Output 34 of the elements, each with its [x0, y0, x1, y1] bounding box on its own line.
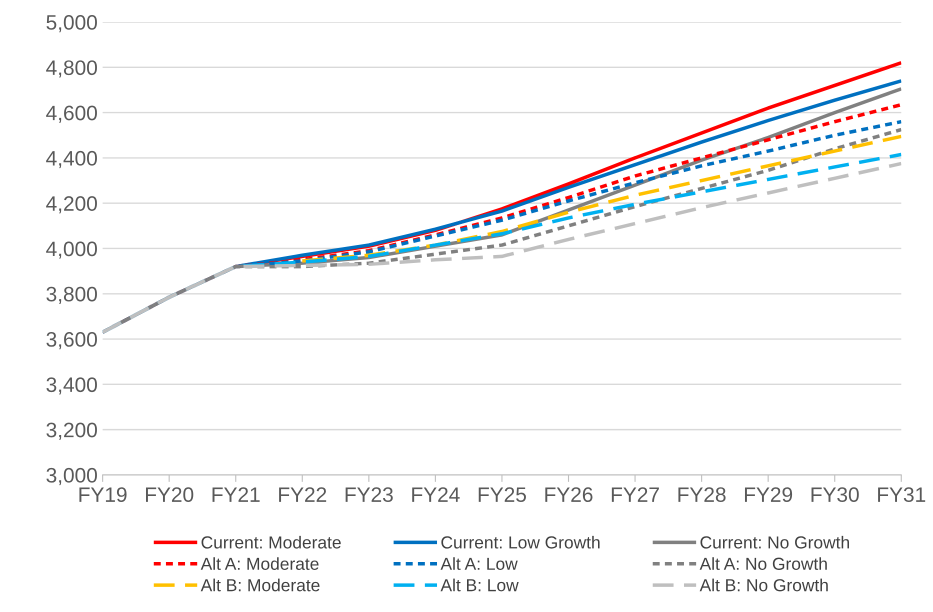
legend-label: Current: No Growth	[700, 536, 849, 549]
x-tick-label: FY26	[545, 487, 592, 502]
x-tick-label: FY22	[279, 487, 326, 502]
legend-label: Current: Low Growth	[441, 536, 600, 549]
legend-label: Alt B: No Growth	[700, 578, 828, 592]
y-tick-label: 4,600	[46, 106, 97, 123]
legend-label: Alt A: Low	[440, 557, 518, 570]
y-tick-label: 4,000	[46, 241, 97, 259]
y-tick-label: 4,200	[46, 196, 97, 214]
y-tick-label: 4,400	[46, 150, 97, 168]
x-tick-label: FY21	[212, 487, 260, 502]
y-tick-label: 5,000	[46, 15, 97, 32]
y-tick-label: 3,600	[46, 332, 97, 350]
y-tick-label: 3,800	[46, 286, 97, 304]
legend-label: Current: Moderate	[202, 536, 341, 549]
y-tick-label: 4,800	[46, 60, 97, 78]
x-tick-label: FY24	[412, 487, 460, 502]
x-tick-label: FY31	[878, 487, 926, 502]
legend-label: Alt A: Moderate	[200, 557, 319, 570]
x-tick-label: FY23	[346, 487, 393, 502]
y-tick-label: 3,200	[46, 422, 97, 440]
legend-label: Alt B: Low	[440, 578, 519, 592]
x-tick-label: FY28	[678, 487, 726, 502]
x-tick-label: FY27	[612, 487, 659, 502]
y-tick-label: 3,000	[46, 468, 97, 486]
x-tick-label: FY30	[812, 487, 859, 502]
line-series	[300, 134, 902, 263]
x-tick-label: FY19	[79, 487, 127, 502]
x-tick-label: FY29	[744, 487, 792, 502]
y-tick-label: 3,400	[46, 377, 97, 395]
legend-label: Alt A: No Growth	[700, 557, 827, 570]
legend-label: Alt B: Moderate	[200, 578, 320, 592]
x-tick-label: FY25	[478, 487, 526, 502]
x-tick-label: FY20	[146, 487, 194, 502]
